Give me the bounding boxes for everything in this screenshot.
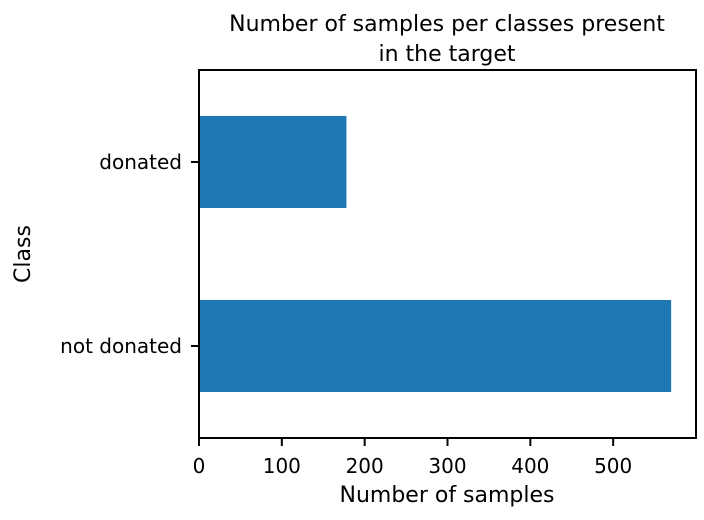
y-tick-label: not donated [60,334,182,358]
x-tick-label: 300 [428,454,466,478]
y-axis-label: Class [11,225,36,283]
x-tick-label: 500 [594,454,632,478]
bar-donated [199,116,347,208]
x-tick-label: 0 [193,454,206,478]
x-tick-label: 100 [263,454,301,478]
x-tick-label: 200 [346,454,384,478]
bars-group [199,116,672,392]
x-axis-label: Number of samples [339,483,554,508]
chart-title-line-2: in the target [378,42,515,67]
x-tick-label: 400 [511,454,549,478]
chart-title-line-1: Number of samples per classes present [229,12,665,37]
x-axis-ticks: 0 100 200 300 400 500 [193,438,632,478]
plot-frame [198,69,697,439]
y-axis-ticks: not donated donated [60,150,199,358]
bar-not-donated [199,300,672,392]
y-tick-label: donated [99,150,182,174]
